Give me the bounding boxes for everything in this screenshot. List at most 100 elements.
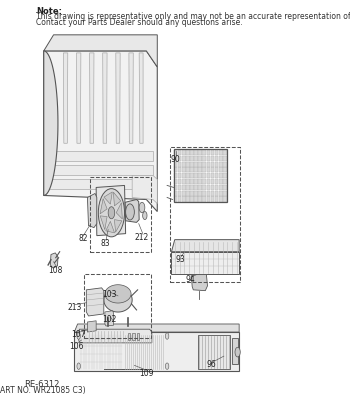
Bar [206, 167, 210, 172]
Bar [202, 173, 206, 178]
Text: 96: 96 [207, 360, 217, 369]
Bar [215, 179, 218, 184]
Bar [223, 150, 227, 155]
Circle shape [235, 347, 240, 357]
Bar [223, 156, 227, 161]
Bar [223, 162, 227, 167]
Polygon shape [96, 185, 126, 236]
Bar [198, 191, 202, 196]
Text: 103: 103 [102, 290, 117, 299]
Bar [211, 185, 214, 190]
Polygon shape [104, 288, 132, 312]
Polygon shape [191, 274, 208, 291]
Circle shape [143, 212, 147, 220]
Bar [186, 185, 190, 190]
Bar [186, 179, 190, 184]
Circle shape [77, 363, 80, 370]
Bar [190, 156, 194, 161]
Circle shape [165, 333, 169, 339]
Bar [198, 167, 202, 172]
Bar [211, 173, 214, 178]
Bar [198, 173, 202, 178]
Bar [215, 196, 218, 202]
Bar [194, 185, 198, 190]
Text: 90: 90 [171, 155, 181, 164]
Text: Note:: Note: [36, 7, 62, 16]
Bar [194, 150, 198, 155]
Bar [174, 173, 177, 178]
Bar [194, 173, 198, 178]
Bar [190, 196, 194, 202]
Bar [190, 191, 194, 196]
Bar [182, 156, 186, 161]
Bar [178, 173, 181, 178]
Bar [174, 162, 177, 167]
Polygon shape [105, 285, 131, 303]
Bar [223, 179, 227, 184]
Polygon shape [106, 221, 114, 233]
Bar [174, 185, 177, 190]
Text: 94: 94 [185, 275, 195, 284]
Bar [178, 191, 181, 196]
Bar [178, 185, 181, 190]
Bar [182, 162, 186, 167]
Bar [206, 162, 210, 167]
Text: 109: 109 [139, 369, 154, 378]
Bar [206, 179, 210, 184]
Bar [223, 167, 227, 172]
Bar [190, 185, 194, 190]
Bar [186, 167, 190, 172]
Bar [223, 196, 227, 202]
Bar [219, 196, 223, 202]
Bar [182, 191, 186, 196]
Bar [186, 156, 190, 161]
Bar [211, 162, 214, 167]
Bar [186, 191, 190, 196]
Bar [198, 156, 202, 161]
Bar [190, 173, 194, 178]
Bar [186, 150, 190, 155]
Polygon shape [139, 53, 143, 143]
Polygon shape [44, 35, 157, 67]
Polygon shape [79, 329, 152, 343]
Bar [219, 179, 223, 184]
Bar [223, 185, 227, 190]
Bar [194, 156, 198, 161]
Text: 106: 106 [69, 342, 84, 351]
Bar [186, 162, 190, 167]
Circle shape [165, 363, 169, 370]
Bar [219, 167, 223, 172]
Bar [178, 150, 181, 155]
Text: 82: 82 [78, 234, 88, 243]
Text: This drawing is representative only and may not be an accurate representation of: This drawing is representative only and … [36, 12, 350, 21]
Bar [174, 150, 177, 155]
Bar [211, 156, 214, 161]
Bar [174, 167, 177, 172]
Polygon shape [88, 321, 96, 332]
Bar [215, 191, 218, 196]
Bar [178, 167, 181, 172]
Bar [219, 173, 223, 178]
Bar [182, 173, 186, 178]
Polygon shape [114, 220, 122, 232]
Bar [211, 179, 214, 184]
Circle shape [108, 207, 115, 219]
Bar [174, 179, 177, 184]
Bar [194, 179, 198, 184]
Bar [170, 147, 240, 282]
Bar [219, 156, 223, 161]
Bar [194, 162, 198, 167]
Bar [206, 196, 210, 202]
Bar [206, 150, 210, 155]
Polygon shape [88, 193, 97, 228]
Bar [182, 179, 186, 184]
Circle shape [126, 204, 134, 220]
Bar [223, 191, 227, 196]
Circle shape [139, 202, 145, 213]
Text: 108: 108 [48, 266, 63, 275]
Polygon shape [232, 338, 238, 364]
Bar [206, 185, 210, 190]
Bar [190, 167, 194, 172]
Polygon shape [172, 252, 239, 274]
Bar [219, 191, 223, 196]
